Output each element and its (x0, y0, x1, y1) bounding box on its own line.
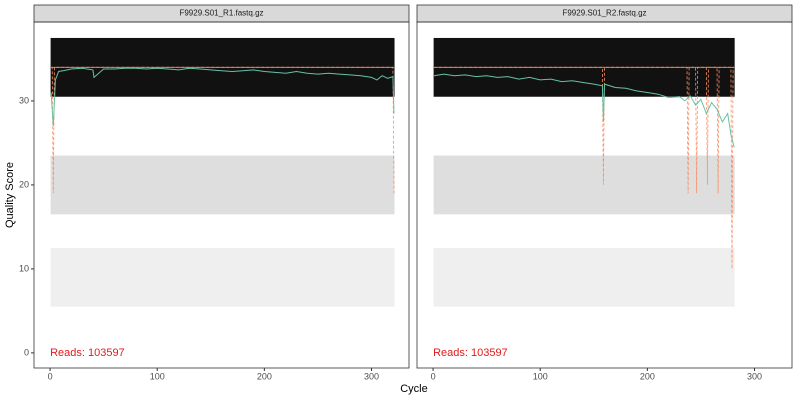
y-tick-label: 20 (19, 179, 29, 189)
x-tick-label: 0 (48, 371, 53, 381)
x-axis-title: Cycle (400, 383, 428, 395)
quality-band (50, 155, 395, 215)
x-tick-label: 100 (533, 371, 548, 381)
read-count: Reads: 103597 (50, 347, 125, 359)
x-tick-label: 300 (747, 371, 762, 381)
y-axis-title: Quality Score (4, 162, 16, 228)
y-tick-label: 0 (24, 347, 29, 357)
x-tick-label: 200 (640, 371, 655, 381)
facet-title: F9929.S01_R1.fastq.gz (179, 9, 263, 18)
y-tick-label: 10 (19, 263, 29, 273)
read-count: Reads: 103597 (433, 347, 508, 359)
quality-band (433, 155, 735, 215)
y-tick-label: 30 (19, 95, 29, 105)
x-tick-label: 200 (257, 371, 272, 381)
x-tick-label: 0 (431, 371, 436, 381)
x-tick-label: 100 (150, 371, 165, 381)
mean-line (434, 73, 735, 148)
mean-line (50, 67, 395, 127)
quality-band (433, 247, 735, 307)
panel-border (33, 21, 410, 369)
panel-border (416, 21, 793, 369)
x-tick-label: 300 (364, 371, 379, 381)
quality-band (50, 247, 395, 307)
facet-title: F9929.S01_R2.fastq.gz (562, 9, 646, 18)
